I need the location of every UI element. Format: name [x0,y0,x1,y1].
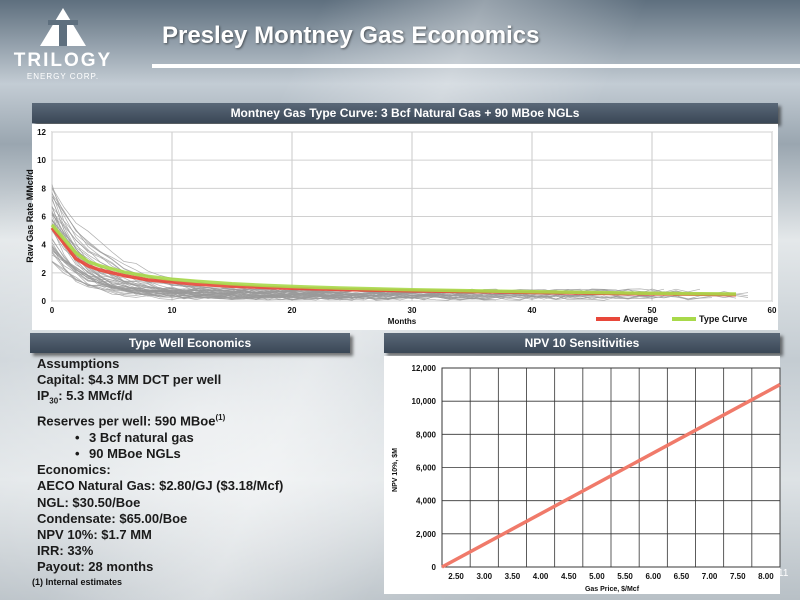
x-tick-label: 0 [50,306,55,315]
x-tick-label: 20 [288,306,297,315]
page-title: Presley Montney Gas Economics [162,22,540,49]
x-tick-label: 30 [408,306,417,315]
legend-label: Type Curve [699,314,747,324]
payout-line: Payout: 28 months [37,559,154,575]
capital-line: Capital: $4.3 MM DCT per well [37,372,222,388]
reserves-bullet: 90 MBoe NGLs [37,446,283,462]
logo-subtitle: ENERGY CORP. [26,72,100,81]
x-axis-label: Months [388,317,417,326]
y-axis-label: Raw Gas Rate MMcf/d [25,169,35,263]
well-trace [51,239,497,301]
economics-header: Type Well Economics [30,333,350,353]
series-line-type-curve [50,223,737,296]
irr-line: IRR: 33% [37,543,94,559]
well-trace [51,261,605,299]
type-curve-header: Montney Gas Type Curve: 3 Bcf Natural Ga… [32,103,778,123]
ngl-line: NGL: $30.50/Boe [37,494,141,510]
x-tick-label: 60 [768,306,777,315]
reserves-footnote-ref: (1) [215,413,226,423]
well-trace [51,199,533,297]
ip30-line: IP30: 5.3 MMcf/d [37,388,283,410]
npv-header: NPV 10 Sensitivities [384,333,780,353]
footnote: (1) Internal estimates [32,577,123,587]
reserves-text: Reserves per well: 590 MBoe [37,413,216,429]
y-tick-label: 8 [42,184,47,193]
assumptions-label: Assumptions [37,356,120,371]
y-tick-label: 6 [42,213,47,222]
reserves-bullet: 3 Bcf natural gas [37,430,283,446]
x-tick-label: 10 [168,306,177,315]
y-tick-label: 0 [42,297,47,306]
economics-list: Assumptions Capital: $4.3 MM DCT per wel… [37,356,283,576]
y-tick-label: 12 [37,128,46,137]
economics-label: Economics: [37,462,111,478]
y-tick-label: 2 [42,269,47,278]
logo-name: TRILOGY [13,50,113,71]
well-trace [51,249,317,300]
condensate-line: Condensate: $65.00/Boe [37,510,188,526]
logo-triangle-icon [40,8,86,46]
well-trace [51,246,449,301]
y-tick-label: 10 [37,156,46,165]
page-number: 11 [778,568,789,579]
company-logo: TRILOGY ENERGY CORP. [8,6,118,86]
well-trace [51,244,377,301]
legend-label: Average [623,314,658,324]
type-curve-chart: 0 10 20 30 40 50 60 0 2 4 6 8 10 12 Months Raw Gas Rate… [25,128,777,326]
aeco-line: AECO Natural Gas: $2.80/GJ ($3.18/Mcf) [37,478,284,494]
ip30-prefix: IP [37,388,50,404]
title-divider [152,64,800,68]
npv-line: NPV 10%: $1.7 MM [37,526,152,542]
ip30-value: : 5.3 MMcf/d [58,388,133,404]
x-tick-label: 40 [528,306,537,315]
reserves-line: Reserves per well: 590 MBoe(1) [37,410,283,430]
well-trace [51,261,389,297]
ip30-subscript: 30 [49,397,59,406]
y-tick-label: 4 [42,241,47,250]
x-tick-label: 50 [648,306,657,315]
